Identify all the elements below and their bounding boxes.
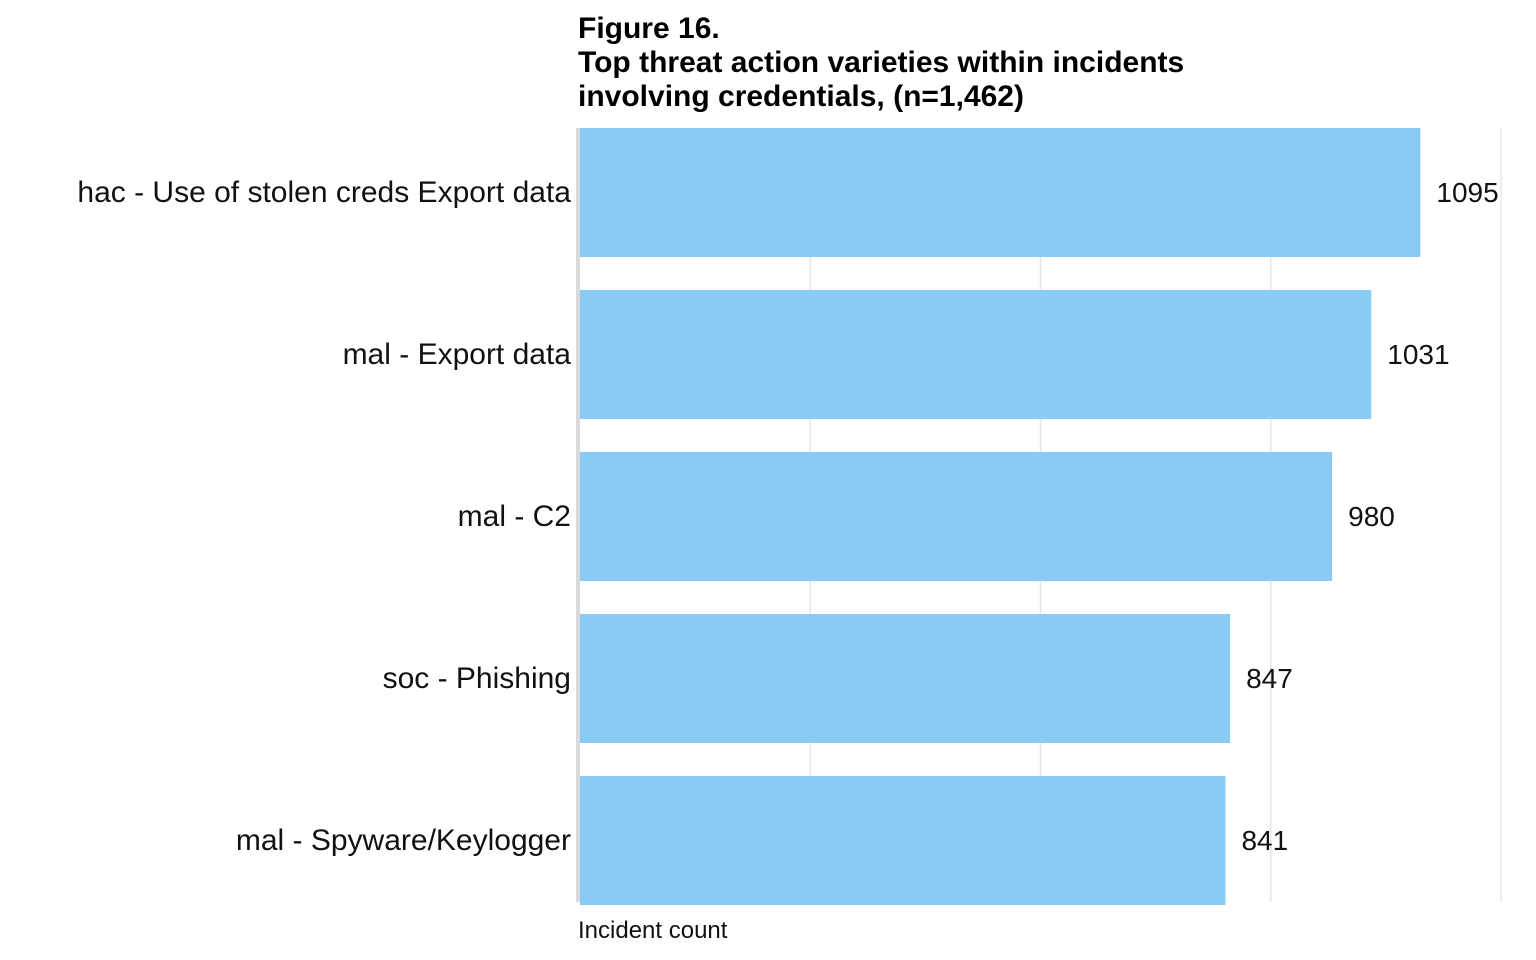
category-label: mal - Export data <box>343 338 572 371</box>
chart-title-line-1: Top threat action varieties within incid… <box>578 46 1185 79</box>
category-label: mal - Spyware/Keylogger <box>236 824 571 857</box>
value-label: 1031 <box>1387 339 1449 370</box>
y-axis-baseline <box>576 128 580 902</box>
category-label: mal - C2 <box>458 500 571 533</box>
value-label: 980 <box>1348 501 1395 532</box>
chart-title: Figure 16. Top threat action varieties w… <box>578 12 1184 114</box>
bar <box>580 128 1421 257</box>
bars <box>580 128 1421 905</box>
bar <box>580 614 1231 743</box>
value-label: 1095 <box>1436 177 1498 208</box>
figure-number: Figure 16. <box>578 12 720 45</box>
x-axis-title: Incident count <box>578 917 728 944</box>
chart-title-line-2: involving credentials, (n=1,462) <box>578 80 1024 113</box>
value-label: 847 <box>1246 663 1293 694</box>
labels: hac - Use of stolen creds Export data 109… <box>77 176 1498 857</box>
category-label: hac - Use of stolen creds Export data <box>77 176 571 209</box>
category-label: soc - Phishing <box>383 662 571 695</box>
y-axis-baseline-group <box>576 128 580 902</box>
value-label: 841 <box>1241 825 1288 856</box>
bar <box>580 776 1226 905</box>
bar <box>580 290 1372 419</box>
bar <box>580 452 1333 581</box>
